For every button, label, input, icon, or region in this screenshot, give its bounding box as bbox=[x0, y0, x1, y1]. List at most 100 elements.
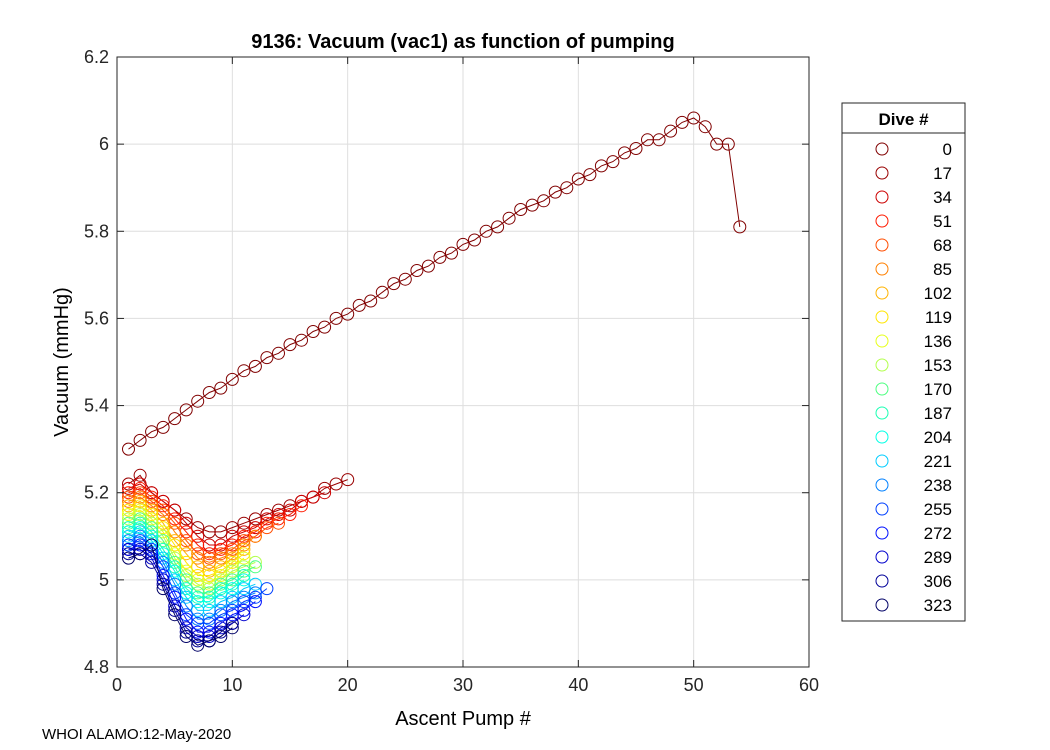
data-point bbox=[225, 621, 239, 635]
legend-label: 289 bbox=[924, 548, 952, 567]
data-point bbox=[675, 115, 689, 129]
data-point bbox=[237, 608, 251, 622]
data-point bbox=[237, 569, 251, 582]
data-point bbox=[410, 264, 424, 277]
legend-label: 306 bbox=[924, 572, 952, 591]
legend-marker bbox=[875, 238, 889, 252]
data-point bbox=[421, 259, 435, 273]
data-point bbox=[560, 181, 574, 195]
legend-label: 85 bbox=[933, 260, 952, 279]
data-point bbox=[168, 412, 182, 426]
data-point bbox=[237, 551, 251, 565]
data-point bbox=[248, 560, 262, 574]
series-323 bbox=[122, 538, 239, 652]
series-line bbox=[128, 509, 245, 585]
data-point bbox=[145, 538, 159, 552]
data-point bbox=[733, 220, 747, 234]
legend-marker bbox=[875, 526, 889, 540]
data-point bbox=[283, 508, 297, 521]
data-point bbox=[168, 512, 182, 526]
data-point bbox=[698, 120, 712, 134]
data-point bbox=[260, 582, 274, 596]
data-point bbox=[721, 137, 735, 151]
data-point bbox=[652, 133, 666, 147]
legend-label: 204 bbox=[924, 428, 952, 447]
legend-title: Dive # bbox=[878, 110, 929, 129]
data-point bbox=[179, 621, 193, 635]
y-tick-label: 5.6 bbox=[84, 308, 109, 328]
legend-label: 238 bbox=[924, 476, 952, 495]
series-line bbox=[128, 117, 741, 450]
legend-label: 136 bbox=[924, 332, 952, 351]
legend-marker bbox=[875, 334, 889, 348]
data-point bbox=[248, 595, 262, 609]
footer-credit: WHOI ALAMO:12-May-2020 bbox=[42, 726, 232, 743]
y-tick-label: 5.8 bbox=[84, 221, 109, 241]
data-point bbox=[606, 155, 620, 169]
x-tick-label: 30 bbox=[453, 675, 473, 695]
data-point bbox=[133, 499, 147, 513]
data-point bbox=[295, 494, 308, 508]
data-point bbox=[179, 630, 193, 643]
data-point bbox=[191, 560, 205, 574]
legend-label: 34 bbox=[933, 188, 952, 207]
legend-marker bbox=[875, 142, 889, 156]
legend-label: 323 bbox=[924, 596, 952, 615]
data-point bbox=[248, 529, 262, 543]
data-point bbox=[306, 325, 320, 338]
data-point bbox=[122, 442, 135, 456]
data-point bbox=[260, 521, 274, 535]
data-point bbox=[191, 577, 205, 591]
legend: Dive # 0 17 34 51 68 85 102 119 136 153 170 187 204 22… bbox=[841, 102, 966, 622]
legend-marker bbox=[875, 550, 889, 564]
series-line bbox=[128, 527, 245, 603]
data-point bbox=[168, 599, 182, 613]
y-tick-label: 6 bbox=[99, 134, 109, 154]
legend-marker bbox=[875, 454, 889, 468]
legend-marker bbox=[875, 166, 889, 180]
data-point bbox=[168, 564, 182, 578]
data-point bbox=[237, 573, 251, 587]
data-point bbox=[318, 481, 332, 495]
data-point bbox=[179, 625, 193, 639]
data-point bbox=[168, 538, 182, 552]
legend-marker bbox=[875, 478, 889, 492]
data-point bbox=[133, 521, 147, 535]
data-point bbox=[468, 233, 481, 247]
legend-label: 68 bbox=[933, 236, 952, 255]
data-point bbox=[618, 146, 631, 160]
data-point bbox=[133, 490, 147, 504]
legend-label: 272 bbox=[924, 524, 952, 543]
data-point bbox=[133, 494, 147, 508]
y-axis-label: Vacuum (mmHg) bbox=[51, 287, 73, 437]
series-line bbox=[128, 548, 245, 637]
data-point bbox=[133, 481, 147, 495]
data-point bbox=[364, 294, 378, 308]
x-axis-label: Ascent Pump # bbox=[395, 708, 532, 730]
data-point bbox=[156, 420, 170, 434]
y-tick-label: 5.2 bbox=[84, 483, 109, 503]
data-point bbox=[133, 547, 147, 561]
data-point bbox=[156, 582, 170, 596]
data-point bbox=[214, 630, 228, 643]
data-point bbox=[191, 551, 205, 565]
data-point bbox=[145, 425, 159, 439]
data-point bbox=[387, 277, 401, 291]
data-point bbox=[375, 285, 389, 299]
data-point bbox=[168, 603, 182, 617]
data-point bbox=[133, 512, 147, 526]
legend-marker bbox=[875, 502, 889, 516]
data-point bbox=[145, 555, 159, 569]
y-tick-label: 6.2 bbox=[84, 47, 109, 67]
legend-marker bbox=[875, 214, 889, 228]
data-point bbox=[237, 547, 251, 561]
data-point bbox=[237, 542, 251, 556]
legend-marker bbox=[875, 310, 889, 324]
data-point bbox=[329, 477, 343, 491]
x-tick-label: 60 bbox=[799, 675, 819, 695]
data-point bbox=[260, 351, 274, 365]
data-point bbox=[225, 616, 239, 630]
legend-label: 102 bbox=[924, 284, 952, 303]
data-point bbox=[491, 220, 505, 234]
data-point bbox=[133, 508, 147, 521]
